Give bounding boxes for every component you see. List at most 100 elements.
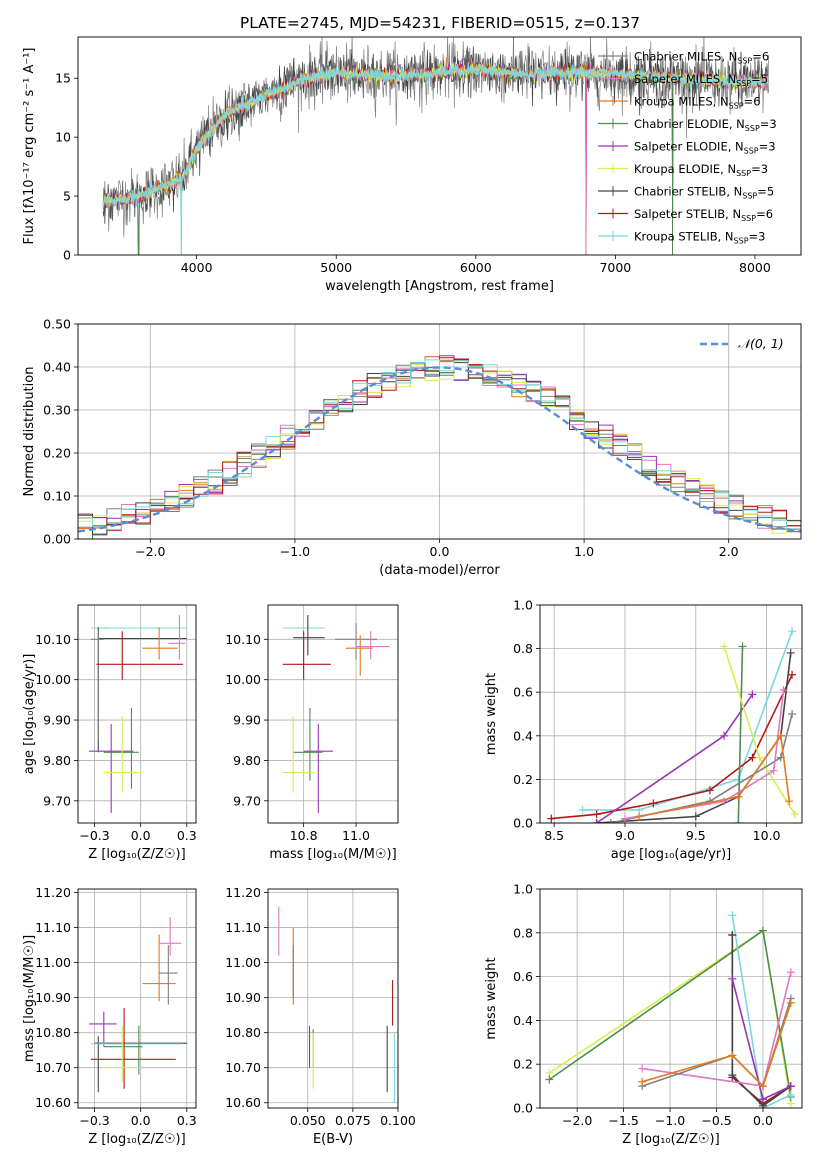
x-tick-label: 0.050 (290, 1113, 326, 1128)
data-point (159, 917, 182, 956)
x-tick-label: 0.0 (131, 828, 151, 843)
x-tick-label: 0.0 (753, 1113, 773, 1128)
mass-vs-metallicity-panel: −0.3 0.0 0.3 10.60 10.70 10.80 10.90 11.00 11.10… (22, 885, 197, 1147)
y-tick-label: 10.00 (35, 672, 71, 687)
weight-marker (728, 1071, 737, 1080)
weight-marker (779, 686, 788, 695)
axes-frame (77, 323, 802, 540)
x-tick-label: 10.8 (290, 828, 318, 843)
data-point (103, 1025, 143, 1075)
weight-marker (606, 819, 615, 823)
y-tick-label: 10.60 (35, 1095, 71, 1110)
weight-marker (705, 786, 714, 795)
weight-line-series-2 (641, 1002, 792, 1088)
weight-marker (734, 775, 743, 784)
x-axis-label: Z [log₁₀(Z/Z☉)] (88, 1132, 185, 1147)
data-point (103, 716, 139, 793)
x-tick-label: −1.0 (280, 544, 310, 559)
x-tick-label: −2.0 (135, 544, 165, 559)
y-tick-label: 10.90 (225, 990, 261, 1005)
y-tick-label: 0.30 (43, 403, 71, 418)
weight-marker (720, 642, 729, 651)
y-tick-label: 11.10 (225, 920, 261, 935)
x-axis-label: (data-model)/error (379, 563, 500, 578)
x-axis-label: wavelength [Angstrom, rest frame] (325, 279, 554, 294)
y-tick-label: 0.6 (513, 969, 533, 984)
y-tick-label: 9.90 (43, 713, 71, 728)
y-tick-label: 9.70 (43, 793, 71, 808)
y-tick-label: 5 (63, 189, 71, 204)
data-point (89, 724, 134, 813)
legend-entry: Chabrier ELODIE, NSSP=3 (634, 117, 777, 133)
y-tick-label: 0.2 (513, 1057, 533, 1072)
y-tick-label: 0.8 (513, 925, 533, 940)
y-tick-label: 9.90 (233, 713, 261, 728)
legend-entry: Kroupa STELIB, NSSP=3 (634, 230, 766, 246)
data-point (90, 631, 104, 741)
data-point (335, 623, 378, 660)
y-tick-label: 0.40 (43, 360, 71, 375)
x-tick-label: 0.0 (430, 544, 450, 559)
data-point (142, 627, 178, 660)
axes-frame (267, 604, 399, 824)
mass-vs-extinction-panel: 0.050 0.075 0.100 10.60 10.70 10.80 10.90 11.00… (225, 885, 416, 1147)
data-point (94, 1036, 187, 1093)
weight-marker (638, 1077, 647, 1086)
weight-marker (734, 819, 743, 823)
x-axis-label: mass [log₁₀(M/M☉)] (269, 847, 396, 862)
y-tick-label: 10.70 (225, 1060, 261, 1075)
data-point (356, 631, 390, 660)
y-axis-label: Flux [fλ10⁻¹⁷ erg cm⁻² s⁻¹ A⁻¹] (22, 48, 37, 245)
legend-entry: Chabrier MILES, NSSP=6 (634, 50, 769, 66)
y-tick-label: 10.80 (35, 1025, 71, 1040)
legend-entry: 𝒩(0, 1) (738, 336, 784, 351)
data-point (90, 1042, 182, 1045)
data-point (345, 635, 373, 676)
weight-marker (728, 911, 737, 920)
data-point (89, 1011, 117, 1047)
weight-marker (786, 968, 795, 977)
y-tick-label: 10.60 (225, 1095, 261, 1110)
y-tick-label: 11.00 (225, 955, 261, 970)
y-tick-label: 11.20 (225, 885, 261, 900)
legend-entry: Kroupa ELODIE, NSSP=3 (634, 162, 768, 178)
x-tick-label: −2.0 (562, 1113, 592, 1128)
weight-marker (649, 799, 658, 808)
legend-entry: Salpeter MILES, NSSP=5 (634, 72, 768, 88)
x-tick-label: 0.100 (380, 1113, 416, 1128)
y-tick-label: 0 (63, 248, 71, 263)
weight-marker (786, 1090, 795, 1099)
weight-marker (635, 812, 644, 821)
data-point (90, 626, 187, 630)
y-tick-label: 1.0 (513, 882, 533, 897)
x-tick-label: 9.0 (615, 828, 635, 843)
weight-marker (786, 648, 795, 657)
y-tick-label: 10.00 (225, 672, 261, 687)
y-tick-label: 11.00 (35, 955, 71, 970)
x-tick-label: 1.0 (574, 544, 594, 559)
y-tick-label: 0.10 (43, 489, 71, 504)
spectrum-lines (102, 37, 770, 255)
axes-frame (267, 888, 399, 1109)
weight-marker (738, 642, 747, 651)
weight-marker (578, 805, 587, 814)
figure-title: PLATE=2745, MJD=54231, FIBERID=0515, z=0… (240, 14, 640, 32)
axes-frame (77, 604, 197, 824)
age-vs-mass-panel: 10.8 11.0 9.70 9.80 9.90 10.00 10.10 mass [log₁… (225, 604, 399, 862)
weight-lines (545, 911, 795, 1108)
x-axis-label: E(B-V) (313, 1132, 353, 1147)
legend-entry: Salpeter STELIB, NSSP=6 (634, 207, 773, 223)
weight-line-series-7 (551, 674, 793, 820)
y-axis-label: Normed distribution (22, 367, 37, 497)
data-point (103, 707, 139, 789)
x-tick-label: 8000 (739, 260, 771, 275)
x-tick-label: 0.0 (131, 1113, 151, 1128)
weight-marker (638, 1064, 647, 1073)
y-tick-label: 10.10 (225, 632, 261, 647)
error-bars (89, 615, 187, 813)
y-tick-label: 0.8 (513, 641, 533, 656)
x-tick-label: 5000 (320, 260, 352, 275)
weight-line-series-4 (596, 693, 754, 823)
y-tick-label: 10.80 (225, 1025, 261, 1040)
weight-marker (728, 1051, 737, 1060)
